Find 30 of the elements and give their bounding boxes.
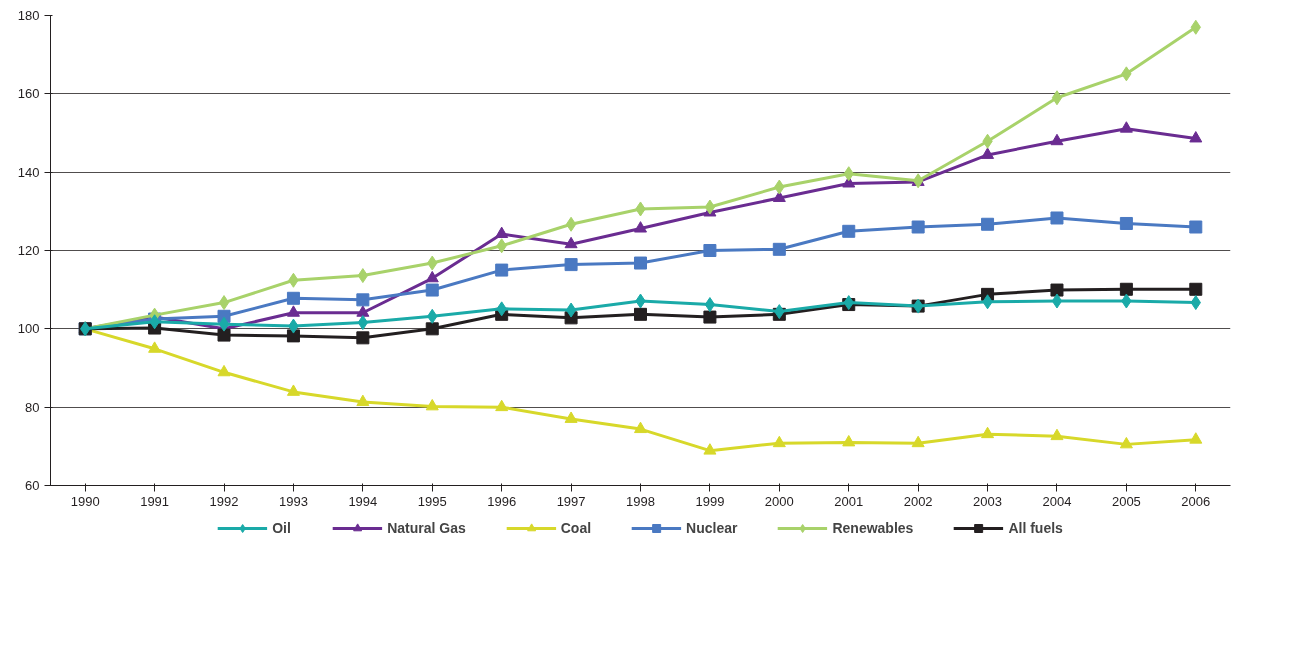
y-tick-label: 80 [25, 399, 40, 415]
x-tick-label: 2005 [1111, 493, 1141, 509]
x-tick-label: 2004 [1042, 493, 1072, 509]
x-tick-label: 2003 [973, 493, 1003, 509]
x-tick-label: 1994 [348, 493, 378, 509]
legend-label: Renewables [832, 520, 914, 536]
legend-label: Nuclear [686, 520, 738, 536]
legend-label: Natural Gas [387, 520, 466, 536]
x-tick-label: 2006 [1181, 493, 1211, 509]
x-tick-label: 1996 [487, 493, 517, 509]
legend-label: Oil [272, 520, 292, 536]
x-tick-label: 1991 [140, 493, 170, 509]
x-tick-label: 1995 [417, 493, 447, 509]
x-tick-label: 1990 [70, 493, 100, 509]
legend-label: Coal [560, 520, 592, 536]
x-tick-label: 1993 [278, 493, 308, 509]
legend-label: All fuels [1008, 520, 1063, 536]
y-tick-label: 120 [17, 243, 40, 258]
y-tick-label: 160 [17, 86, 40, 102]
y-tick-label: 60 [25, 478, 40, 493]
y-tick-label: 140 [17, 164, 40, 180]
x-tick-label: 2001 [834, 493, 864, 509]
x-tick-label: 2000 [764, 493, 794, 509]
x-tick-label: 1997 [556, 493, 586, 509]
x-tick-label: 2002 [903, 493, 933, 509]
x-tick-label: 1999 [695, 493, 725, 509]
x-tick-label: 1998 [626, 493, 655, 509]
x-tick-label: 1992 [209, 493, 239, 509]
y-tick-label: 180 [17, 8, 40, 23]
y-tick-label: 100 [17, 321, 40, 337]
